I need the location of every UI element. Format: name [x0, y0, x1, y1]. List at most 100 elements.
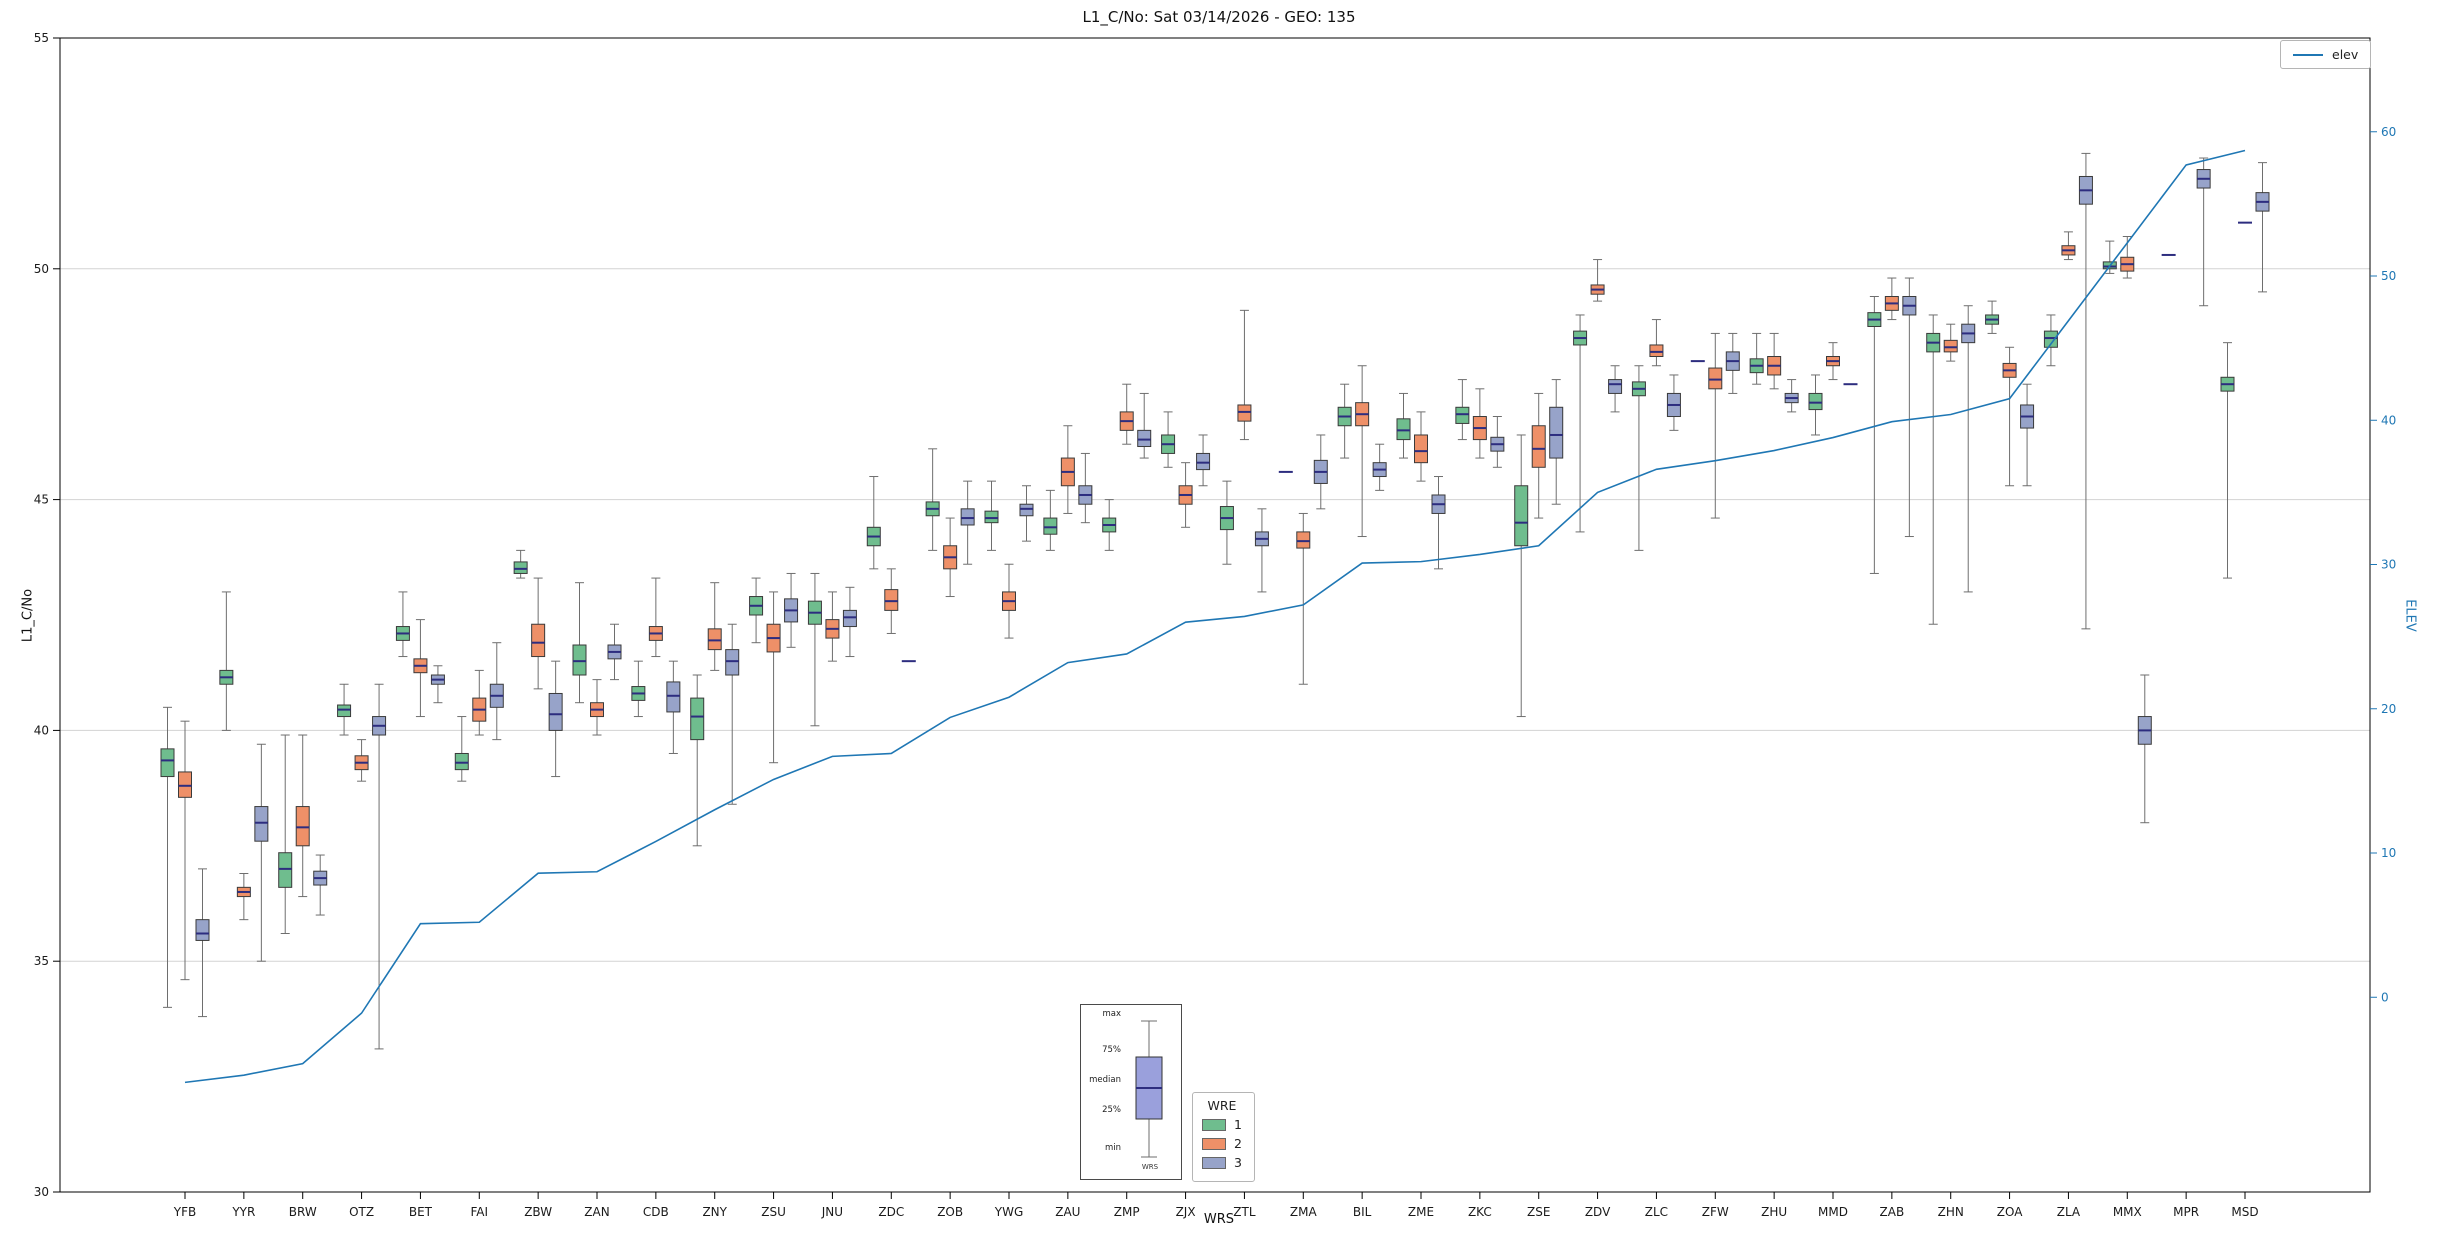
- svg-text:30: 30: [2381, 558, 2396, 572]
- boxplot-box: [1708, 367, 1723, 390]
- svg-text:20: 20: [2381, 702, 2396, 716]
- boxplot-box: [1396, 418, 1411, 441]
- elev-line-sample: [2293, 53, 2323, 56]
- boxplot-box: [1808, 392, 1823, 411]
- inset-min-label: min: [1104, 1143, 1121, 1153]
- x-tick-label: BRW: [289, 1205, 317, 1219]
- svg-text:40: 40: [34, 723, 49, 737]
- boxplot-box: [572, 644, 587, 676]
- x-axis-label: WRS: [1203, 1212, 1235, 1227]
- boxplot-box: [1019, 503, 1034, 517]
- boxplot-box: [842, 609, 857, 628]
- boxplot-box: [960, 508, 975, 526]
- wre-legend-item-2: 2: [1202, 1136, 1242, 1151]
- boxplot-box: [178, 771, 192, 798]
- wre-legend: WRE 1 2 3: [1192, 1092, 1255, 1182]
- x-tick-label: CDB: [643, 1205, 669, 1219]
- boxplot-box: [548, 692, 563, 731]
- inset-median-label: median: [1089, 1075, 1121, 1085]
- boxplot-box: [1043, 517, 1058, 535]
- elev-legend: elev: [2280, 40, 2372, 69]
- boxplot-box: [337, 704, 352, 718]
- x-tick-label: ZOA: [1997, 1205, 2023, 1219]
- inset-caption: WRS: [1141, 1163, 1159, 1171]
- x-tick-label: ZHU: [1761, 1205, 1787, 1219]
- chart-title: L1_C/No: Sat 03/14/2026 - GEO: 135: [1082, 8, 1356, 26]
- boxplot-box: [666, 681, 681, 713]
- boxplot-box: [1237, 404, 1252, 422]
- boxplot-box: [1649, 344, 1664, 358]
- x-tick-label: ZKC: [1468, 1205, 1492, 1219]
- inset-max-label: max: [1102, 1009, 1121, 1019]
- boxplot-box: [1531, 425, 1546, 468]
- x-tick-label: ZDC: [878, 1205, 904, 1219]
- wre-2-label: 2: [1234, 1136, 1242, 1151]
- svg-text:50: 50: [34, 262, 49, 276]
- wre-3-label: 3: [1234, 1155, 1242, 1170]
- boxplot-box: [2043, 330, 2058, 348]
- svg-text:10: 10: [2381, 846, 2396, 860]
- x-tick-label: MSD: [2231, 1205, 2258, 1219]
- boxplot-box: [160, 748, 175, 778]
- boxplot-box: [1414, 434, 1428, 464]
- x-tick-label: JNU: [821, 1205, 843, 1219]
- x-tick-label: ZBW: [524, 1205, 552, 1219]
- x-tick-label: ZOB: [937, 1205, 963, 1219]
- x-tick-label: ZME: [1408, 1205, 1434, 1219]
- boxplot-box: [195, 919, 210, 941]
- x-tick-label: ZSE: [1527, 1205, 1550, 1219]
- boxplot-box: [1549, 406, 1564, 459]
- svg-text:60: 60: [2381, 125, 2396, 139]
- x-tick-label: MPR: [2173, 1205, 2199, 1219]
- boxplot-box: [884, 589, 899, 611]
- boxplot-box: [278, 852, 293, 888]
- x-tick-label: ZMA: [1290, 1205, 1318, 1219]
- svg-text:50: 50: [2381, 269, 2396, 283]
- boxplot-box: [1196, 452, 1211, 471]
- x-tick-label: ZLC: [1645, 1205, 1668, 1219]
- x-tick-label: BIL: [1353, 1205, 1372, 1219]
- boxes-layer: [160, 152, 2270, 1050]
- svg-text:40: 40: [2381, 413, 2396, 427]
- boxplot-key-inset: max 75% median 25% min WRS: [1080, 1004, 1182, 1180]
- wre-1-swatch: [1202, 1118, 1226, 1131]
- x-tick-label: ZTL: [1233, 1205, 1256, 1219]
- plot-frame: [59, 37, 2371, 1193]
- wre-legend-item-3: 3: [1202, 1155, 1242, 1170]
- svg-text:35: 35: [34, 954, 49, 968]
- inset-25-label: 25%: [1102, 1105, 1121, 1115]
- svg-text:30: 30: [34, 1185, 49, 1199]
- boxplot-box: [454, 752, 469, 771]
- wre-2-swatch: [1202, 1137, 1226, 1150]
- wre-legend-title: WRE: [1207, 1098, 1237, 1113]
- boxplot-box: [1137, 429, 1152, 448]
- boxplot-box: [1608, 379, 1623, 394]
- svg-text:45: 45: [34, 493, 49, 507]
- boxplot-box: [725, 649, 740, 676]
- x-tick-label: BET: [409, 1205, 433, 1219]
- boxplot-box: [295, 806, 310, 847]
- x-tick-label: ZNY: [702, 1205, 727, 1219]
- elev-line: [184, 149, 2246, 1084]
- axis-ticks: 30 35 40 45 50 55 0 10 20 30 40 50 60 YFB YYR BRW OTZ BET…: [34, 31, 2397, 1219]
- x-tick-label: ZAB: [1880, 1205, 1905, 1219]
- x-tick-label: OTZ: [349, 1205, 374, 1219]
- x-tick-label: ZJX: [1176, 1205, 1196, 1219]
- x-tick-label: ZFW: [1702, 1205, 1729, 1219]
- boxplot-box: [1296, 531, 1311, 549]
- boxplot-box: [531, 623, 546, 658]
- x-tick-label: ZLA: [2057, 1205, 2081, 1219]
- x-tick-label: FAI: [471, 1205, 489, 1219]
- x-tick-label: YFB: [173, 1205, 196, 1219]
- x-tick-label: ZSU: [761, 1205, 786, 1219]
- x-tick-label: YYR: [231, 1205, 255, 1219]
- boxplot-box: [254, 806, 269, 842]
- inset-75-label: 75%: [1102, 1045, 1121, 1055]
- wre-1-label: 1: [1234, 1117, 1242, 1132]
- x-tick-label: ZAU: [1055, 1205, 1080, 1219]
- boxplot-box: [1514, 485, 1529, 547]
- svg-text:55: 55: [34, 31, 49, 45]
- x-tick-label: ZDV: [1585, 1205, 1611, 1219]
